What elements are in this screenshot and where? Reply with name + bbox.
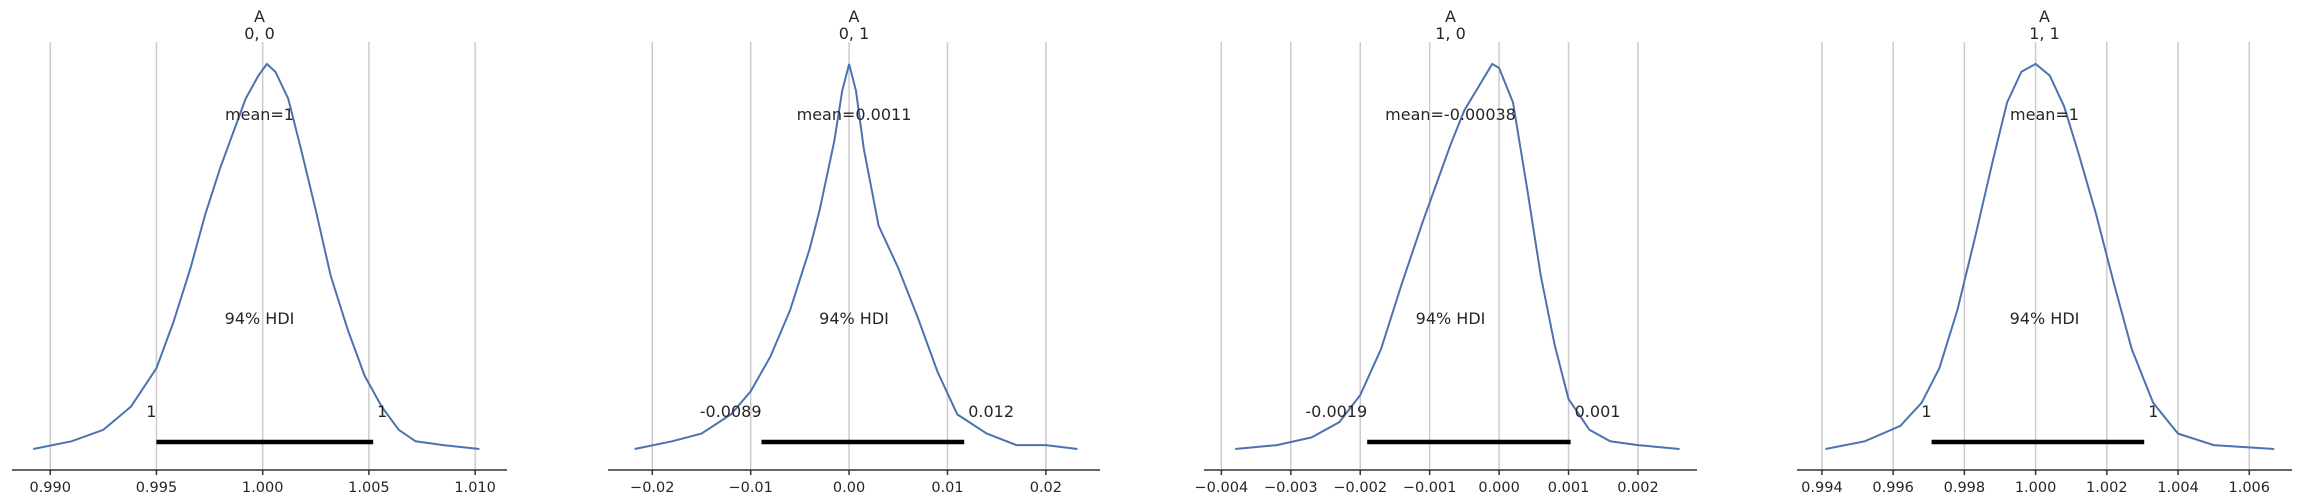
x-tick-label: 1.000 <box>2015 480 2057 496</box>
hdi-low-label: -0.0019 <box>1305 402 1367 421</box>
x-tick-label: 0.998 <box>1944 480 1986 496</box>
mean-annotation: mean=1 <box>2010 105 2079 124</box>
x-tick-label: −0.02 <box>630 480 674 496</box>
mean-annotation: mean=-0.00038 <box>1385 105 1516 124</box>
hdi-annotation: 94% HDI <box>2010 309 2080 328</box>
hdi-low-label: -0.0089 <box>700 402 762 421</box>
x-tick-label: 1.010 <box>454 480 496 496</box>
hdi-annotation: 94% HDI <box>225 309 295 328</box>
x-tick-label: 0.002 <box>1617 480 1659 496</box>
subplot-title-coords: 1, 0 <box>1435 24 1466 43</box>
x-tick-label: 1.006 <box>2229 480 2271 496</box>
subplot-title-coords: 0, 1 <box>839 24 870 43</box>
x-tick-label: 0.02 <box>1030 480 1062 496</box>
x-tick-label: −0.003 <box>1264 480 1318 496</box>
x-tick-label: −0.004 <box>1195 480 1249 496</box>
hdi-annotation: 94% HDI <box>1416 309 1486 328</box>
hdi-high-label: 0.001 <box>1575 402 1621 421</box>
mean-annotation: mean=0.0011 <box>797 105 912 124</box>
x-tick-label: 0.996 <box>1872 480 1914 496</box>
hdi-high-label: 1 <box>377 402 387 421</box>
x-tick-label: −0.001 <box>1403 480 1457 496</box>
x-tick-label: 1.000 <box>242 480 284 496</box>
hdi-high-label: 0.012 <box>968 402 1014 421</box>
x-tick-label: 0.995 <box>136 480 178 496</box>
x-tick-label: 1.005 <box>348 480 390 496</box>
x-tick-label: 0.01 <box>931 480 963 496</box>
hdi-low-label: 1 <box>1921 402 1931 421</box>
subplot-3: −0.004 −0.003 −0.002 −0.001 0.000 0.001 0.002A… <box>1195 7 1697 496</box>
x-tick-label: 1.004 <box>2157 480 2199 496</box>
x-tick-label: −0.01 <box>728 480 772 496</box>
x-tick-label: 0.000 <box>1478 480 1520 496</box>
x-tick-label: 0.994 <box>1801 480 1843 496</box>
hdi-high-label: 1 <box>2148 402 2158 421</box>
subplot-title-coords: 1, 1 <box>2029 24 2060 43</box>
subplot-title-coords: 0, 0 <box>244 24 275 43</box>
x-tick-label: 1.002 <box>2086 480 2128 496</box>
hdi-low-label: 1 <box>146 402 156 421</box>
x-tick-label: 0.990 <box>29 480 71 496</box>
x-tick-label: 0.001 <box>1548 480 1590 496</box>
mean-annotation: mean=1 <box>225 105 294 124</box>
x-tick-label: −0.002 <box>1333 480 1387 496</box>
hdi-annotation: 94% HDI <box>819 309 889 328</box>
x-tick-label: 0.00 <box>833 480 865 496</box>
